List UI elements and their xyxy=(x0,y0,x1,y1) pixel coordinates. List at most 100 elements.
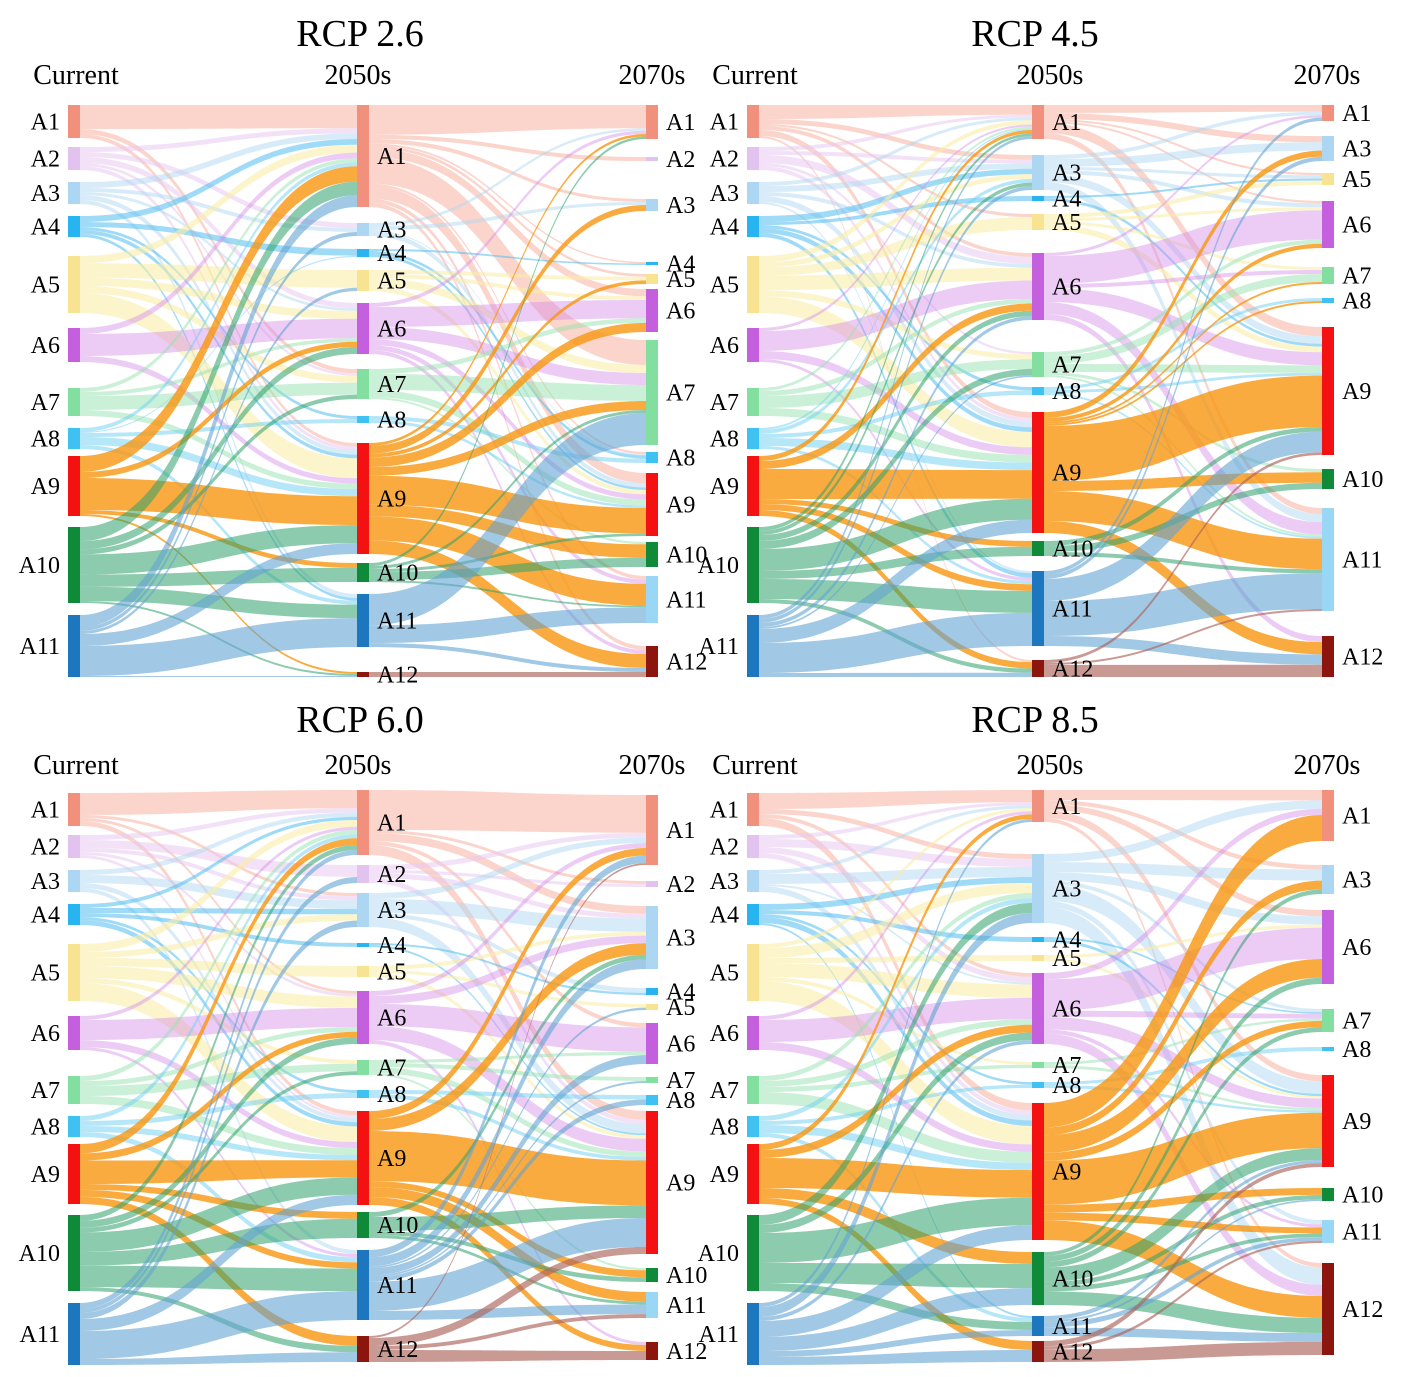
link-rcp60-s1-A9-A11 xyxy=(369,1187,646,1302)
node-label-rcp45-c0-A2: A2 xyxy=(710,147,739,173)
link-rcp85-s0-A8-A9 xyxy=(759,1125,1032,1171)
node-rcp60-c2-A7 xyxy=(646,1077,658,1083)
link-rcp60-s1-A7-A7 xyxy=(369,1063,646,1081)
node-rcp85-c1-A4 xyxy=(1032,937,1044,942)
node-label-rcp60-c2-A7: A7 xyxy=(666,1068,695,1094)
node-label-rcp26-c2-A11: A11 xyxy=(666,588,706,614)
link-rcp26-s1-A9-A7 xyxy=(369,401,646,476)
node-label-rcp45-c1-A3: A3 xyxy=(1052,161,1081,187)
link-rcp60-s0-A4-A3 xyxy=(80,908,357,915)
link-rcp60-s0-A2-A1 xyxy=(80,808,357,840)
node-label-rcp85-c2-A12: A12 xyxy=(1342,1297,1383,1323)
node-label-rcp26-c1-A4: A4 xyxy=(377,241,406,267)
link-rcp60-s1-A11-A6 xyxy=(369,1055,646,1276)
node-label-rcp26-c1-A5: A5 xyxy=(377,269,406,295)
node-rcp26-c0-A6 xyxy=(68,328,80,362)
link-rcp45-s0-A4-A3 xyxy=(759,168,1032,222)
node-label-rcp85-c2-A7: A7 xyxy=(1342,1009,1371,1035)
node-rcp45-c1-A6 xyxy=(1032,253,1044,320)
link-rcp60-s0-A8-A8 xyxy=(80,1093,357,1126)
link-rcp26-s1-A3-A9 xyxy=(369,231,646,488)
link-rcp45-s1-A10-A9 xyxy=(1044,427,1322,546)
node-rcp26-c0-A1 xyxy=(68,105,80,138)
node-rcp85-c1-A6 xyxy=(1032,973,1044,1044)
link-rcp45-s1-A1-A1 xyxy=(1044,105,1322,113)
node-rcp26-c1-A4 xyxy=(357,249,369,257)
link-rcp45-s1-A1-A9 xyxy=(1044,123,1322,337)
link-rcp26-s1-A7-A6 xyxy=(369,318,646,374)
link-rcp26-s1-A11-A7 xyxy=(369,413,646,626)
link-rcp26-s0-A8-A1 xyxy=(80,162,357,433)
node-label-rcp60-c2-A9: A9 xyxy=(666,1171,695,1197)
node-label-rcp85-c2-A3: A3 xyxy=(1342,868,1371,894)
link-rcp60-s1-A1-A3 xyxy=(369,833,646,914)
link-rcp60-s0-A5-A1 xyxy=(80,820,357,952)
link-rcp60-s0-A8-A1 xyxy=(80,834,357,1121)
link-rcp60-s0-A9-A11 xyxy=(80,1189,357,1269)
link-rcp45-s1-A5-A7 xyxy=(1044,221,1322,270)
node-label-rcp85-c1-A10: A10 xyxy=(1052,1267,1093,1293)
link-rcp26-s0-A11-A9 xyxy=(80,543,357,646)
link-rcp60-s0-A1-A1 xyxy=(80,790,357,815)
node-label-rcp60-c2-A10: A10 xyxy=(666,1263,707,1289)
node-rcp85-c1-A11 xyxy=(1032,1316,1044,1336)
node-rcp45-c0-A2 xyxy=(747,147,759,170)
link-rcp26-s0-A2-A1 xyxy=(80,128,357,152)
link-rcp85-s1-A3-A9 xyxy=(1044,884,1322,1094)
node-label-rcp60-c0-A9: A9 xyxy=(31,1162,60,1188)
link-rcp26-s1-A6-A6 xyxy=(369,300,646,327)
node-rcp26-c0-A3 xyxy=(68,182,80,204)
node-rcp60-c2-A3 xyxy=(646,906,658,969)
link-rcp26-s1-A10-A10 xyxy=(369,557,646,580)
node-rcp60-c1-A1 xyxy=(357,790,369,855)
link-rcp45-s1-A5-A9 xyxy=(1044,224,1322,353)
link-rcp45-s1-A9-A7 xyxy=(1044,282,1322,424)
node-label-rcp45-c2-A7: A7 xyxy=(1342,264,1371,290)
link-rcp45-s0-A8-A1 xyxy=(759,128,1032,430)
link-rcp45-s1-A9-A9 xyxy=(1044,375,1322,481)
link-rcp85-s0-A1-A9 xyxy=(759,818,1032,1111)
node-rcp45-c1-A10 xyxy=(1032,541,1044,556)
node-rcp45-c2-A1 xyxy=(1322,105,1334,121)
node-label-rcp45-c2-A8: A8 xyxy=(1342,289,1371,315)
node-rcp85-c2-A7 xyxy=(1322,1009,1334,1032)
node-label-rcp85-c1-A4: A4 xyxy=(1052,928,1081,954)
node-rcp60-c0-A6 xyxy=(68,1016,80,1050)
link-rcp60-s0-A10-A6 xyxy=(80,1037,357,1228)
link-rcp85-s1-A4-A9 xyxy=(1044,939,1322,1097)
link-rcp60-s1-A10-A9 xyxy=(369,1205,646,1231)
node-rcp85-c0-A2 xyxy=(747,835,759,858)
link-rcp26-s1-A1-A9 xyxy=(369,185,646,484)
link-rcp45-s0-A1-A12 xyxy=(759,136,1032,663)
link-rcp60-s0-A5-A5 xyxy=(80,958,357,977)
rcp45-header-2070s: 2070s xyxy=(1293,60,1361,91)
link-rcp45-s1-A1-A3 xyxy=(1044,113,1322,143)
node-label-rcp26-c1-A6: A6 xyxy=(377,317,406,343)
link-rcp60-s1-A6-A1 xyxy=(369,843,646,996)
panel-rcp60-title: RCP 6.0 xyxy=(296,699,424,741)
link-rcp85-s1-A12-A9 xyxy=(1044,1163,1322,1347)
link-rcp45-s0-A10-A9 xyxy=(759,498,1032,571)
node-label-rcp85-c2-A9: A9 xyxy=(1342,1109,1371,1135)
node-rcp60-c0-A11 xyxy=(68,1303,80,1365)
node-label-rcp45-c1-A10: A10 xyxy=(1052,537,1093,563)
link-rcp45-s1-A8-A9 xyxy=(1044,372,1322,393)
link-rcp60-s1-A3-A1 xyxy=(369,837,646,899)
link-rcp60-s1-A12-A12 xyxy=(369,1350,646,1362)
link-rcp60-s0-A1-A6 xyxy=(80,818,357,994)
link-rcp85-s0-A11-A9 xyxy=(759,1225,1032,1337)
node-rcp45-c2-A6 xyxy=(1322,201,1334,248)
node-label-rcp60-c2-A5: A5 xyxy=(666,995,695,1021)
link-rcp26-s0-A6-A9 xyxy=(80,356,357,484)
link-rcp45-s0-A9-A6 xyxy=(759,303,1032,469)
link-rcp85-s0-A9-A6 xyxy=(759,1024,1032,1158)
node-label-rcp45-c0-A10: A10 xyxy=(698,553,739,579)
link-rcp85-s0-A8-A8 xyxy=(759,1084,1032,1125)
link-rcp60-s0-A11-A11 xyxy=(80,1291,357,1359)
node-rcp26-c0-A5 xyxy=(68,256,80,313)
node-rcp26-c0-A8 xyxy=(68,428,80,449)
link-rcp26-s1-A6-A9 xyxy=(369,339,646,500)
node-rcp60-c1-A6 xyxy=(357,991,369,1044)
link-rcp60-s1-A11-A8 xyxy=(369,1099,646,1282)
node-label-rcp60-c2-A8: A8 xyxy=(666,1088,695,1114)
